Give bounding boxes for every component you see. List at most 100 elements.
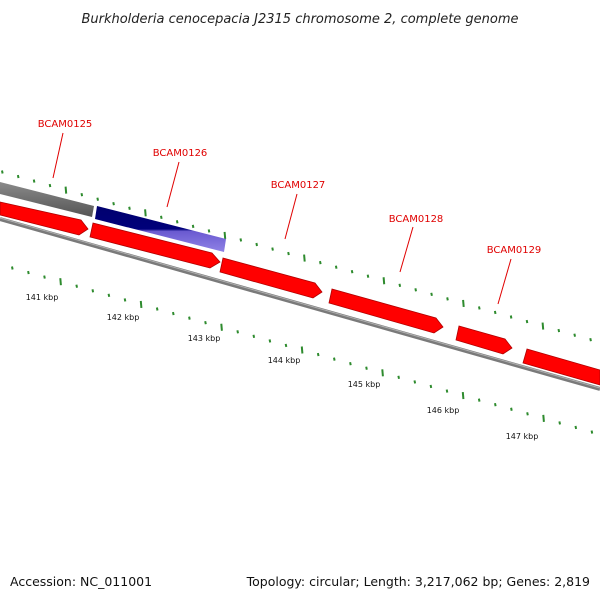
minor-tick bbox=[510, 407, 513, 411]
gene-label-line bbox=[166, 161, 180, 208]
minor-tick bbox=[75, 284, 78, 288]
minor-tick bbox=[80, 192, 84, 197]
major-tick bbox=[300, 346, 304, 354]
gene-label-line bbox=[284, 193, 298, 240]
minor-tick bbox=[188, 316, 191, 320]
minor-tick bbox=[204, 320, 207, 325]
minor-tick bbox=[589, 337, 592, 342]
minor-tick bbox=[172, 311, 175, 316]
backbone-line bbox=[0, 217, 600, 391]
minor-tick bbox=[96, 197, 99, 201]
genome-summary-text: Topology: circular; Length: 3,217,062 bp… bbox=[246, 574, 590, 589]
minor-tick bbox=[32, 179, 36, 183]
gene-bcam0126-block[interactable] bbox=[95, 206, 226, 252]
kbp-label: 143 kbp bbox=[188, 334, 221, 343]
major-tick bbox=[223, 231, 227, 240]
minor-tick bbox=[316, 352, 320, 357]
minor-tick bbox=[27, 270, 30, 275]
major-tick bbox=[220, 323, 223, 331]
gene-labels: BCAM0125 BCAM0126 BCAM0127 BCAM0128 BCAM… bbox=[38, 119, 542, 305]
minor-tick bbox=[573, 333, 576, 337]
minor-tick bbox=[477, 398, 481, 402]
minor-tick bbox=[175, 220, 179, 224]
gene-bcam0128-arrow[interactable] bbox=[328, 288, 444, 334]
gene-label[interactable]: BCAM0127 bbox=[271, 180, 326, 191]
minor-tick bbox=[509, 315, 513, 319]
major-tick bbox=[542, 414, 545, 422]
kbp-label: 147 kbp bbox=[506, 432, 539, 441]
minor-tick bbox=[333, 357, 336, 361]
minor-tick bbox=[334, 265, 338, 269]
minor-tick bbox=[319, 260, 322, 265]
gene-label[interactable]: BCAM0129 bbox=[487, 245, 542, 256]
minor-tick bbox=[349, 361, 352, 366]
kbp-label: 146 kbp bbox=[427, 406, 460, 415]
minor-tick bbox=[239, 238, 243, 242]
gene-label-line bbox=[52, 132, 64, 179]
minor-tick bbox=[107, 293, 111, 298]
minor-tick bbox=[207, 229, 211, 233]
minor-tick bbox=[268, 339, 272, 343]
major-tick bbox=[59, 278, 62, 286]
minor-tick bbox=[413, 380, 417, 384]
minor-tick bbox=[445, 389, 449, 393]
gene-bcam0127-arrow[interactable] bbox=[219, 257, 323, 299]
inner-tick-ring bbox=[11, 266, 594, 434]
kbp-label: 142 kbp bbox=[107, 313, 140, 322]
outer-tick-ring bbox=[1, 170, 592, 342]
gene-label[interactable]: BCAM0128 bbox=[389, 214, 444, 225]
minor-tick bbox=[287, 251, 290, 256]
minor-tick bbox=[43, 275, 46, 279]
minor-tick bbox=[365, 366, 368, 370]
minor-tick bbox=[236, 330, 239, 334]
major-tick bbox=[461, 391, 465, 400]
gene-forward-arrow-2[interactable] bbox=[89, 222, 221, 269]
minor-tick bbox=[284, 343, 288, 348]
backbone-highlight bbox=[0, 217, 600, 389]
minor-tick bbox=[16, 174, 20, 179]
major-tick bbox=[381, 369, 384, 377]
minor-tick bbox=[123, 298, 127, 302]
minor-tick bbox=[525, 319, 529, 324]
gene-label-line bbox=[399, 226, 414, 273]
gene-bcam0129-arrow[interactable] bbox=[455, 325, 513, 355]
map-title: Burkholderia cenocepacia J2315 chromosom… bbox=[81, 12, 518, 27]
minor-tick bbox=[414, 288, 417, 292]
minor-tick bbox=[397, 375, 400, 380]
major-tick bbox=[303, 254, 306, 262]
major-tick bbox=[64, 186, 68, 194]
gene-bcam0125-arrow[interactable] bbox=[0, 201, 89, 236]
minor-tick bbox=[526, 412, 529, 416]
minor-tick bbox=[11, 266, 14, 270]
gene-label[interactable]: BCAM0125 bbox=[38, 119, 93, 130]
minor-tick bbox=[350, 269, 354, 274]
minor-tick bbox=[252, 334, 256, 339]
minor-tick bbox=[366, 274, 370, 278]
minor-tick bbox=[191, 224, 195, 229]
major-tick bbox=[462, 299, 465, 307]
minor-tick bbox=[128, 206, 131, 210]
minor-tick bbox=[91, 289, 95, 293]
gene-label[interactable]: BCAM0126 bbox=[153, 148, 208, 159]
other-feature[interactable] bbox=[0, 182, 94, 217]
major-tick bbox=[382, 277, 386, 285]
major-tick bbox=[144, 209, 147, 217]
gene-label-line bbox=[497, 258, 512, 305]
gene-forward-arrow-6[interactable] bbox=[522, 348, 600, 386]
minor-tick bbox=[478, 306, 481, 310]
minor-tick bbox=[112, 202, 115, 206]
minor-tick bbox=[590, 430, 594, 434]
kbp-label: 144 kbp bbox=[268, 356, 301, 365]
minor-tick bbox=[430, 292, 433, 297]
minor-tick bbox=[557, 328, 561, 333]
major-tick bbox=[541, 322, 545, 330]
minor-tick bbox=[429, 384, 433, 389]
kbp-label: 141 kbp bbox=[26, 293, 59, 302]
minor-tick bbox=[558, 421, 561, 425]
minor-tick bbox=[574, 425, 578, 430]
minor-tick bbox=[271, 247, 274, 251]
minor-tick bbox=[398, 283, 402, 287]
major-tick bbox=[139, 300, 143, 309]
minor-tick bbox=[493, 310, 497, 315]
